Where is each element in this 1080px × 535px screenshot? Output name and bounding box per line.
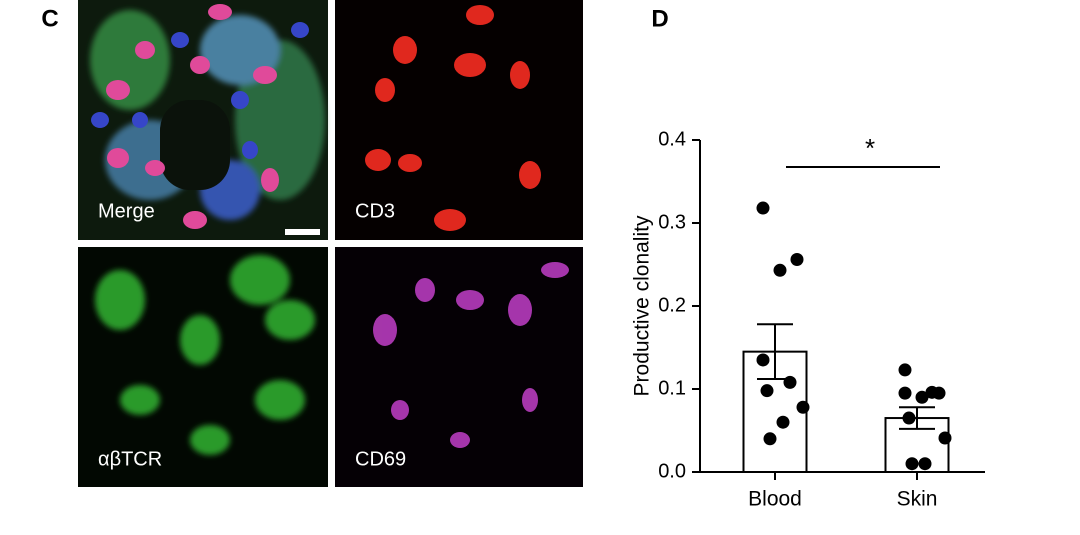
data-point [776, 415, 790, 429]
x-tick-label: Skin [897, 488, 938, 511]
image-tcr: αβTCR [78, 247, 328, 487]
image-merge: Merge [78, 0, 328, 240]
y-tick-label: 0.4 [658, 128, 686, 150]
data-point [756, 353, 770, 367]
y-axis-label: Productive clonality [631, 215, 654, 396]
image-label: CD69 [355, 448, 406, 470]
data-point [760, 384, 774, 398]
image-label: αβTCR [98, 448, 162, 470]
data-point [925, 385, 939, 399]
y-tick-label: 0.1 [658, 377, 686, 399]
significance-label: * [865, 133, 875, 163]
panel-label: C [41, 5, 58, 32]
data-point [902, 411, 916, 425]
x-tick-label: Blood [748, 488, 802, 511]
data-point [898, 363, 912, 377]
data-point [905, 457, 919, 471]
data-point [756, 201, 770, 215]
panel-label: D [651, 5, 668, 32]
data-point [763, 432, 777, 446]
image-label: Merge [98, 200, 155, 222]
image-label: CD3 [355, 200, 395, 222]
data-point [773, 263, 787, 277]
data-point [790, 253, 804, 267]
data-point [783, 375, 797, 389]
data-point [938, 431, 952, 445]
data-point [796, 400, 810, 414]
data-point [918, 457, 932, 471]
y-tick-label: 0.2 [658, 294, 686, 316]
y-tick-label: 0.0 [658, 460, 686, 482]
image-cd69: CD69 [335, 247, 583, 487]
data-point [915, 390, 929, 404]
image-cd3: CD3 [335, 0, 583, 240]
data-point [898, 386, 912, 400]
y-tick-label: 0.3 [658, 211, 686, 233]
